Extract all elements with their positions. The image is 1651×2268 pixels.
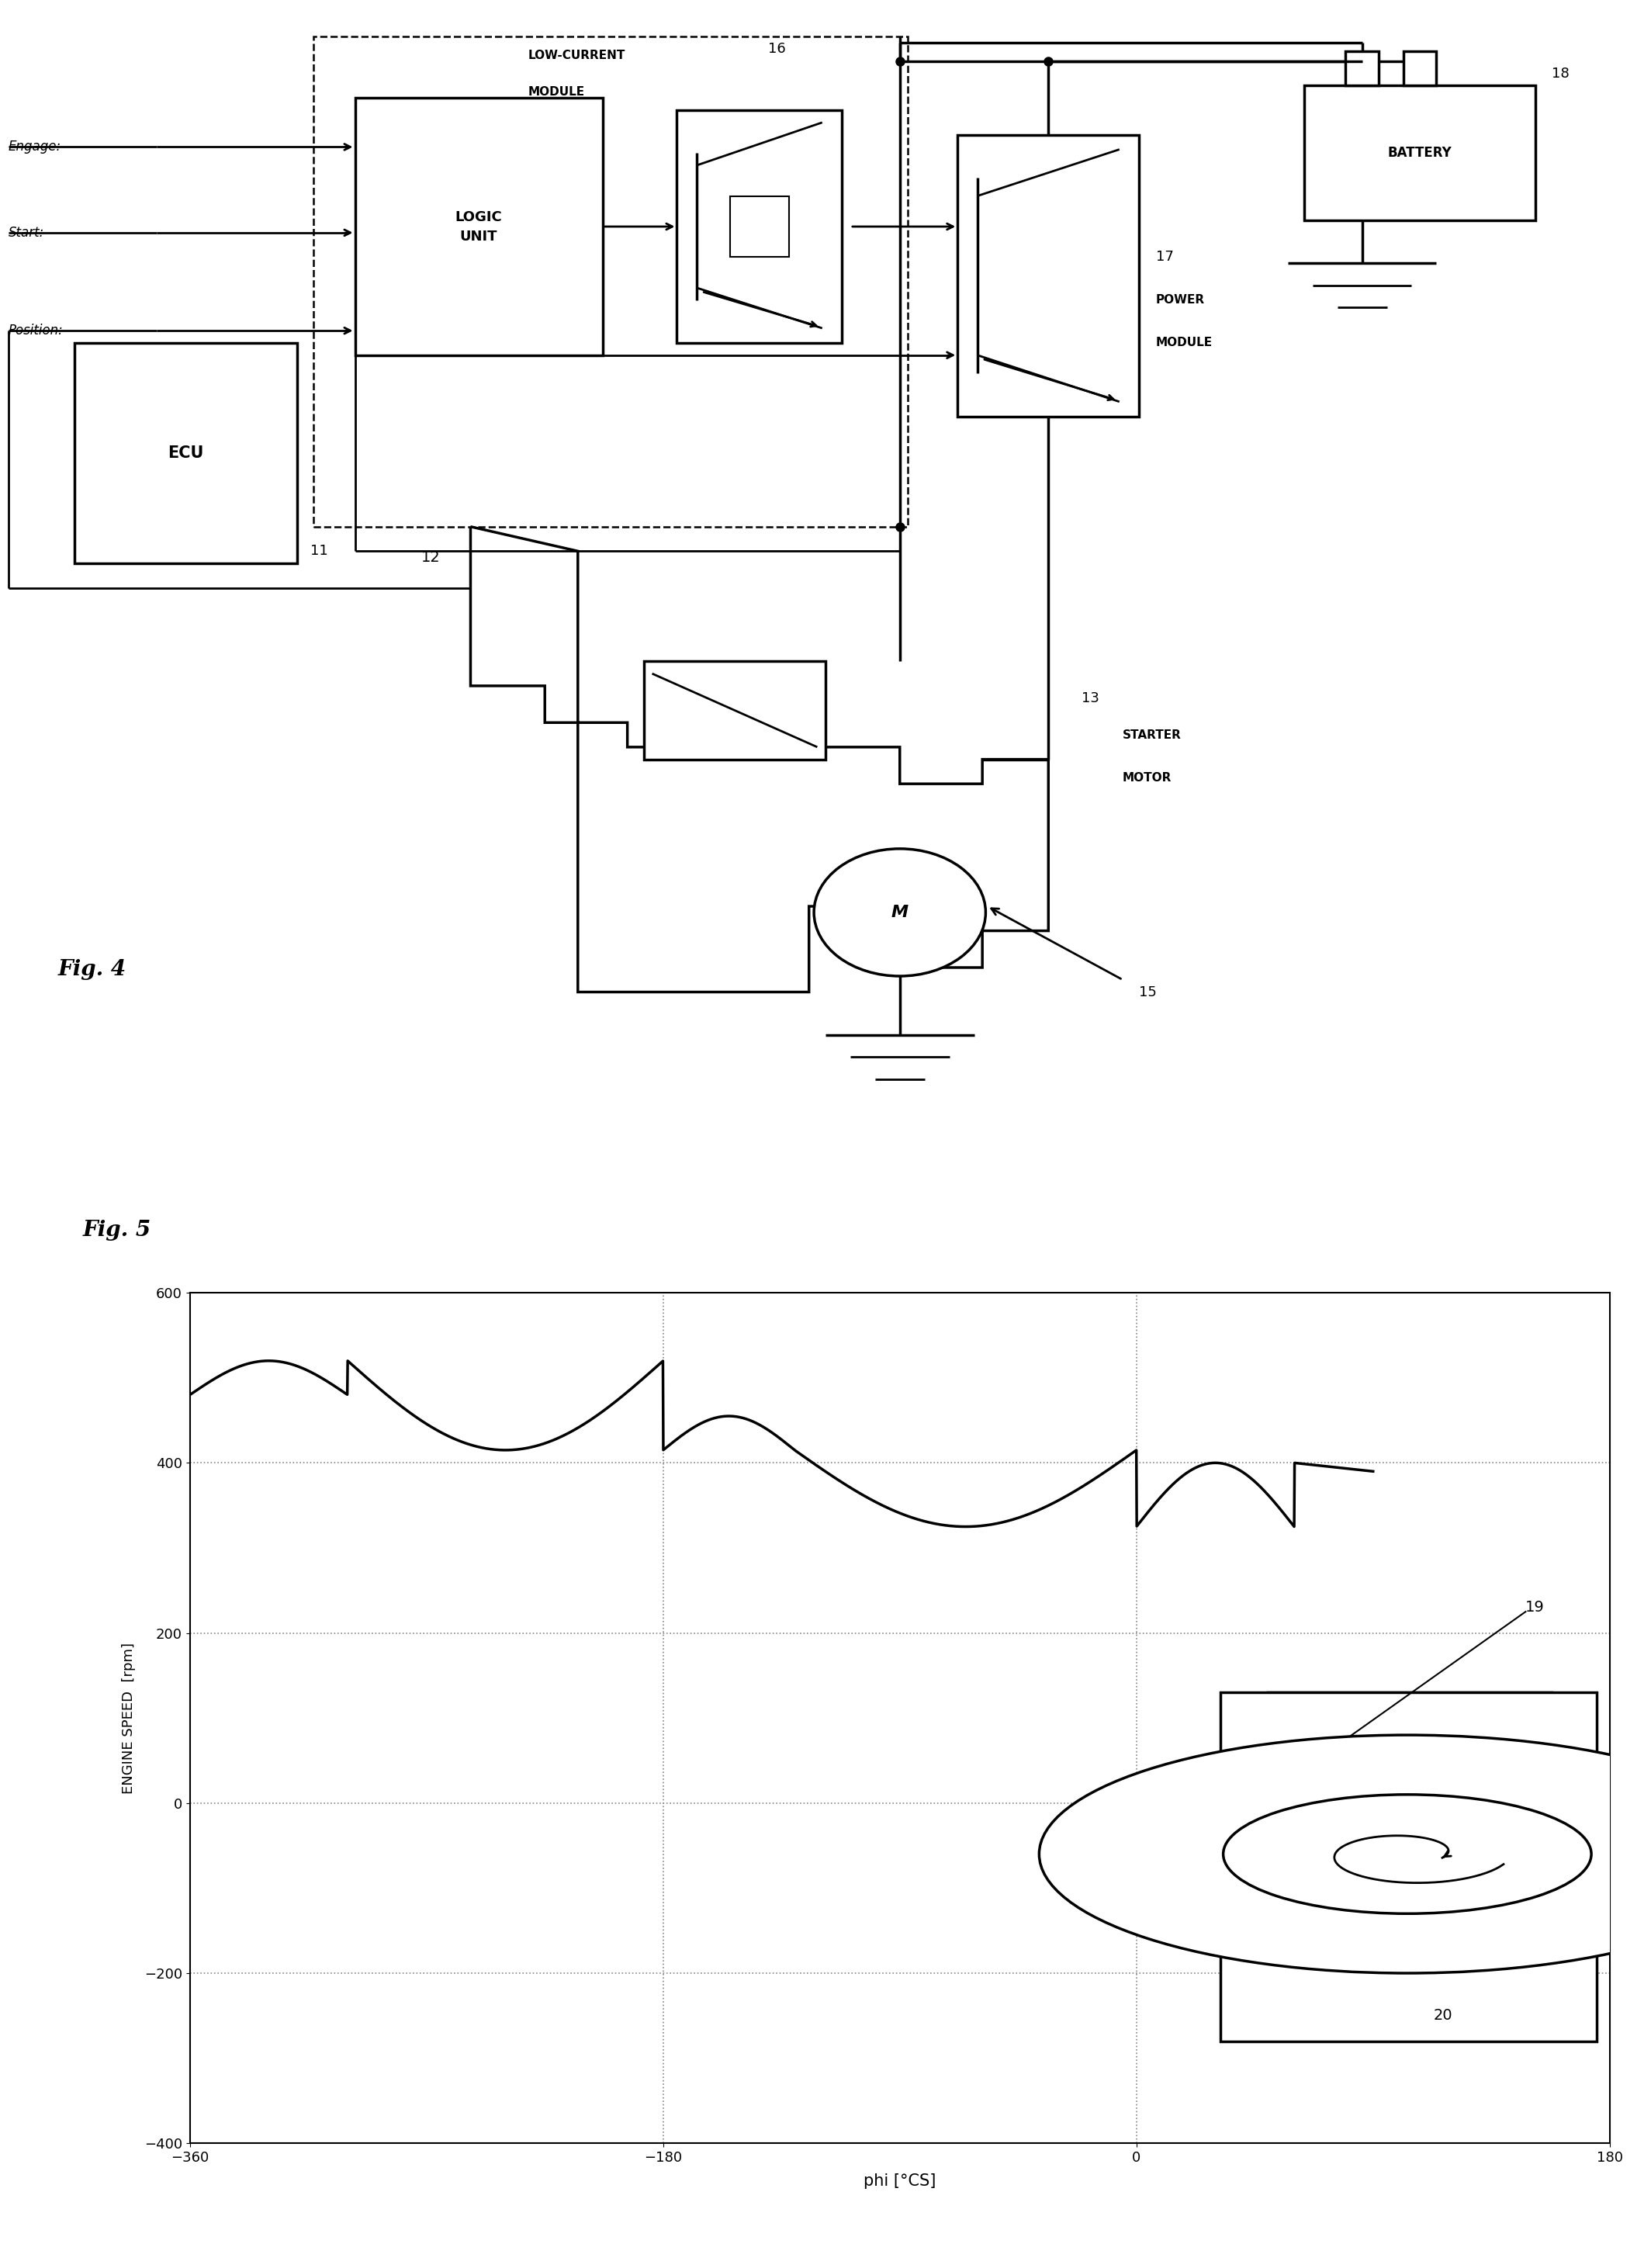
Text: POWER: POWER (1156, 295, 1205, 306)
Text: 15: 15 (1139, 984, 1157, 998)
Text: Engage:: Engage: (8, 141, 61, 154)
Text: 11: 11 (310, 544, 329, 558)
Circle shape (1038, 1735, 1651, 1973)
Circle shape (814, 848, 986, 975)
Text: Start:: Start: (8, 227, 45, 240)
Bar (74, 342, 297, 562)
Text: LOGIC
UNIT: LOGIC UNIT (456, 211, 502, 243)
Bar (677, 111, 842, 342)
Text: LOW-CURRENT: LOW-CURRENT (528, 50, 626, 61)
Bar (1346, 52, 1379, 86)
Bar (1403, 52, 1436, 86)
Text: MODULE: MODULE (1156, 338, 1212, 349)
Text: 16: 16 (768, 43, 786, 57)
Bar (730, 195, 789, 256)
Text: Fig. 5: Fig. 5 (83, 1220, 150, 1241)
X-axis label: phi [°CS]: phi [°CS] (863, 2173, 936, 2189)
Text: 19: 19 (1526, 1599, 1545, 1615)
Bar (1220, 1692, 1597, 2041)
Text: 17: 17 (1156, 249, 1174, 263)
Text: STARTER: STARTER (1123, 728, 1182, 742)
Text: 13: 13 (1081, 692, 1100, 705)
Bar (958, 134, 1139, 417)
Bar (314, 36, 908, 526)
Bar (355, 98, 603, 356)
Text: 12: 12 (421, 549, 441, 565)
Text: MODULE: MODULE (528, 86, 584, 98)
Text: ECU: ECU (168, 445, 203, 460)
Text: 20: 20 (1433, 2007, 1453, 2023)
Y-axis label: ENGINE SPEED  [rpm]: ENGINE SPEED [rpm] (122, 1642, 135, 1794)
Bar (1304, 86, 1535, 220)
Text: Fig. 4: Fig. 4 (58, 959, 125, 980)
Text: M: M (892, 905, 908, 921)
Bar (644, 662, 826, 760)
Text: MOTOR: MOTOR (1123, 771, 1172, 782)
Text: 18: 18 (1552, 66, 1570, 79)
Circle shape (1223, 1794, 1592, 1914)
Text: BATTERY: BATTERY (1388, 145, 1451, 161)
Text: Position:: Position: (8, 324, 63, 338)
Bar (1268, 1692, 1552, 1753)
